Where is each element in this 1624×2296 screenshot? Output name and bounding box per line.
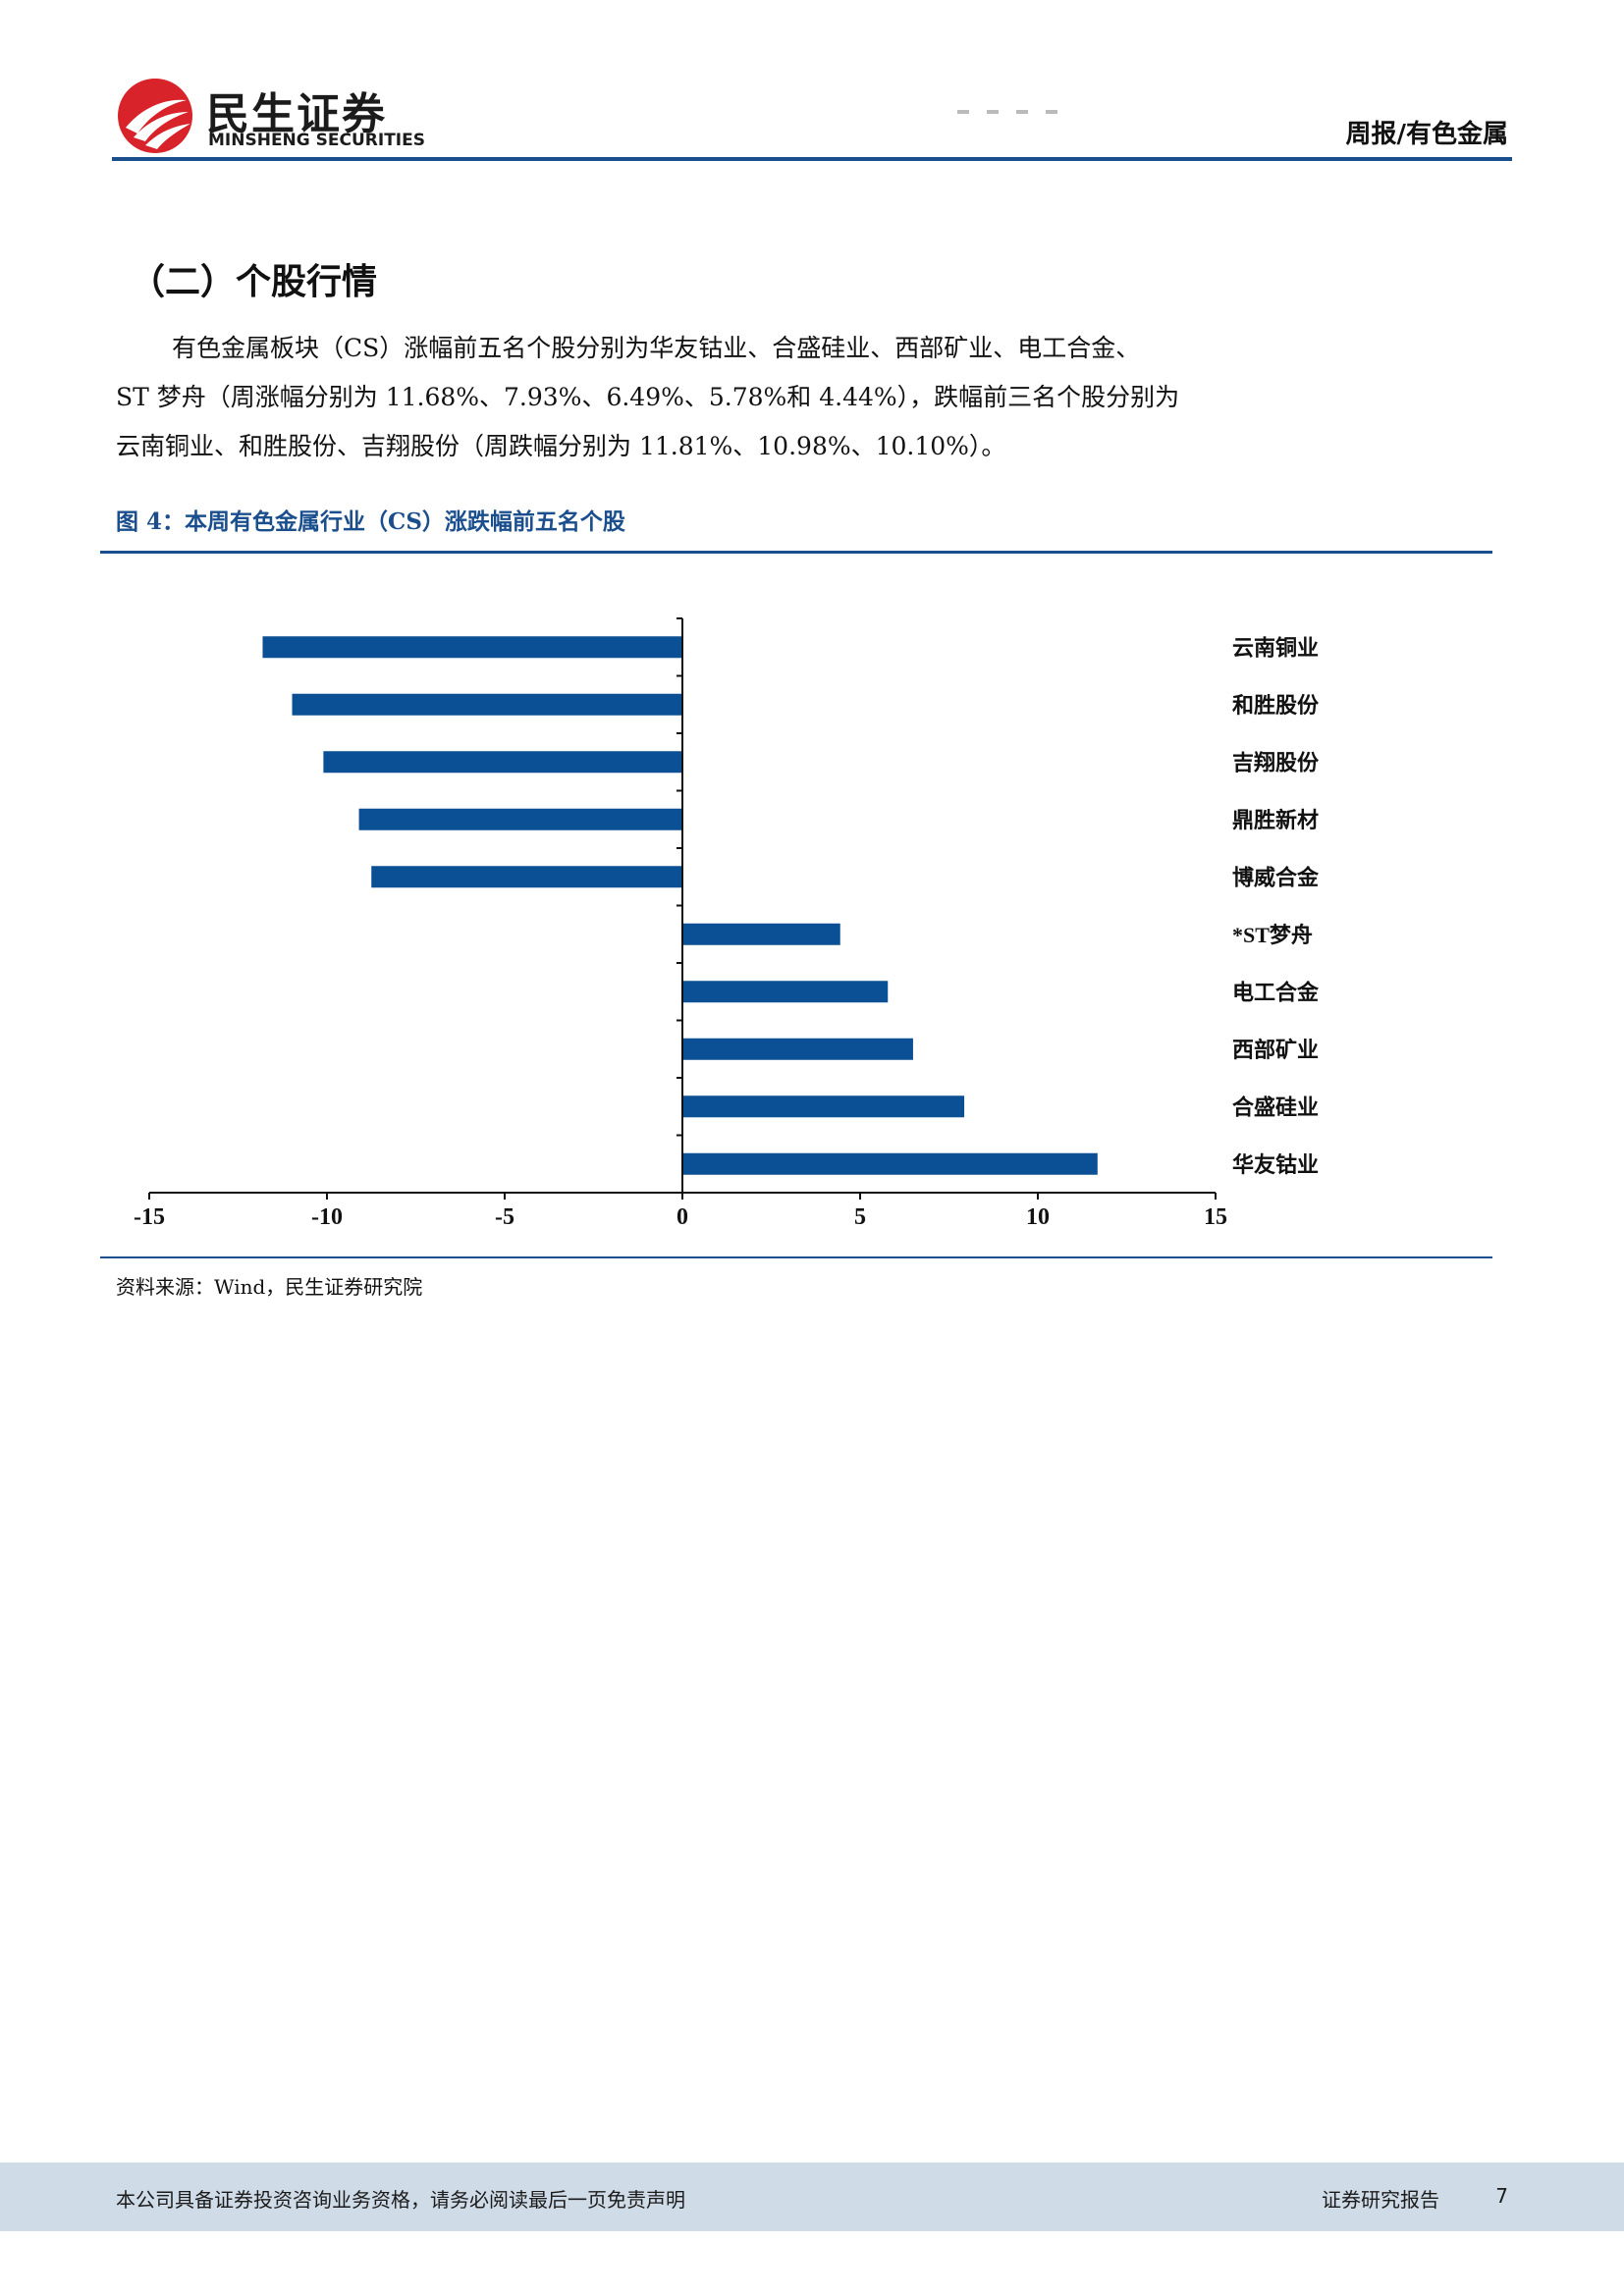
category-label: 吉翔股份 [1232,750,1320,774]
figure-source: 资料来源：Wind，民生证券研究院 [116,1275,423,1299]
figure-top-rule [100,551,1492,554]
category-label: 西部矿业 [1232,1038,1319,1062]
section-title: （二）个股行情 [130,261,378,302]
paragraph-line-3: 云南铜业、和胜股份、吉翔股份（周跌幅分别为 11.81%、10.98%、10.1… [116,432,1006,460]
bar-*ST梦舟 [682,923,840,945]
x-tick-label: 5 [854,1204,866,1230]
bar-华友钴业 [682,1152,1098,1175]
figure-bottom-rule [100,1256,1492,1258]
paragraph-line-1: 有色金属板块（CS）涨幅前五名个股分别为华友钴业、合盛硅业、西部矿业、电工合金、 [172,334,1141,362]
bar-博威合金 [371,866,682,888]
bar-鼎胜新材 [358,808,682,830]
bar-吉翔股份 [323,751,682,774]
footer-disclaimer: 本公司具备证券投资咨询业务资格，请务必阅读最后一页免责声明 [116,2188,685,2212]
footer-report-type: 证券研究报告 [1322,2188,1439,2212]
x-tick-label: -5 [495,1204,514,1230]
minsheng-logo-icon [118,79,192,153]
category-label: 鼎胜新材 [1232,808,1319,832]
bar-电工合金 [682,981,889,1003]
bar-西部矿业 [682,1038,913,1060]
bar-和胜股份 [292,693,682,716]
bar-合盛硅业 [682,1095,965,1118]
footer-bar: 本公司具备证券投资咨询业务资格，请务必阅读最后一页免责声明 证券研究报告 7 [0,2163,1624,2231]
category-label: 华友钴业 [1232,1152,1319,1177]
category-label: *ST梦舟 [1232,923,1313,947]
x-tick-label: 10 [1026,1204,1050,1230]
category-label: 电工合金 [1232,980,1320,1004]
header-faint-mark [957,110,1070,114]
logo-english-name: MINSHENG SECURITIES [208,131,425,150]
x-tick-label: -15 [134,1204,165,1230]
report-category-title: 周报/有色金属 [1345,120,1509,149]
category-label: 博威合金 [1232,865,1320,889]
page-number: 7 [1495,2184,1508,2208]
header-divider [112,157,1512,161]
category-label: 合盛硅业 [1232,1095,1319,1119]
category-label: 云南铜业 [1232,635,1319,660]
category-label: 和胜股份 [1232,693,1320,718]
figure-title: 图 4：本周有色金属行业（CS）涨跌幅前五名个股 [116,508,625,535]
x-tick-label: 15 [1204,1204,1227,1230]
x-tick-label: 0 [677,1204,688,1230]
paragraph-line-2: ST 梦舟（周涨幅分别为 11.68%、7.93%、6.49%、5.78%和 4… [116,383,1180,411]
logo-chinese-name: 民生证券 [206,89,387,139]
logo: 民生证券 MINSHENG SECURITIES [116,77,425,155]
bar-云南铜业 [262,636,682,659]
x-tick-label: -10 [311,1204,343,1230]
